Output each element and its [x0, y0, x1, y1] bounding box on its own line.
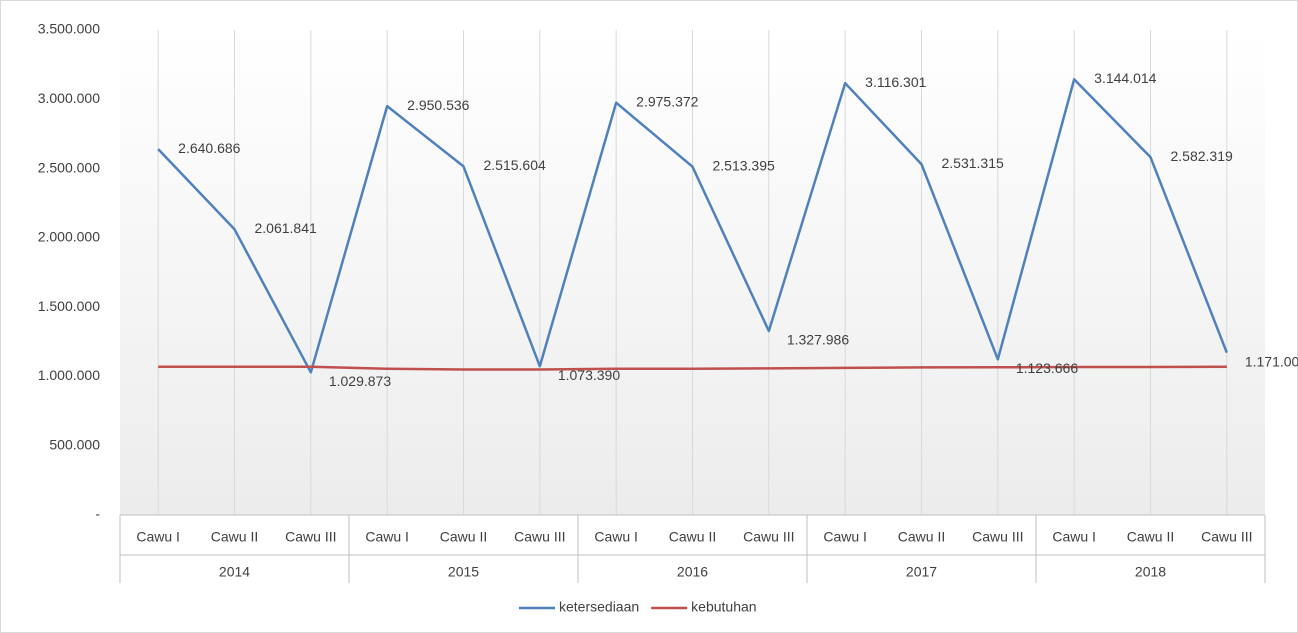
data-label: 2.640.686	[178, 140, 240, 156]
x-tick-label: Cawu II	[1127, 529, 1174, 545]
x-tick-label: Cawu I	[594, 529, 638, 545]
x-tick-label: Cawu II	[898, 529, 945, 545]
data-label: 2.582.319	[1171, 148, 1233, 164]
data-label: 2.061.841	[255, 220, 317, 236]
x-group-label: 2016	[677, 564, 708, 580]
data-label: 2.975.372	[636, 93, 698, 109]
data-label: 2.515.604	[484, 157, 546, 173]
y-tick-label: 2.500.000	[38, 159, 100, 175]
x-tick-label: Cawu II	[440, 529, 487, 545]
x-tick-label: Cawu I	[136, 529, 180, 545]
y-tick-label: 1.500.000	[38, 298, 100, 314]
data-label: 2.531.315	[942, 155, 1004, 171]
x-tick-label: Cawu I	[365, 529, 409, 545]
data-label: 3.144.014	[1094, 70, 1156, 86]
y-tick-label: 500.000	[49, 436, 100, 452]
x-group-label: 2014	[219, 564, 250, 580]
data-label: 1.029.873	[329, 373, 391, 389]
x-tick-label: Cawu III	[972, 529, 1023, 545]
x-tick-label: Cawu II	[211, 529, 258, 545]
x-tick-label: Cawu II	[669, 529, 716, 545]
data-label: 3.116.301	[865, 74, 926, 90]
line-series	[158, 365, 1227, 371]
data-label: 1.123.666	[1016, 360, 1078, 376]
data-label: 1.073.390	[558, 367, 620, 383]
legend-label: kebutuhan	[691, 599, 756, 615]
x-tick-label: Cawu I	[823, 529, 867, 545]
legend-label: ketersediaan	[559, 599, 639, 615]
y-tick-label: 3.500.000	[38, 21, 100, 37]
y-tick-label: 1.000.000	[38, 367, 100, 383]
data-label: 2.513.395	[713, 157, 775, 173]
line-series	[157, 78, 1228, 374]
data-label: 1.327.986	[787, 332, 849, 348]
y-tick-label: 3.000.000	[38, 90, 100, 106]
x-tick-label: Cawu III	[514, 529, 565, 545]
x-group-label: 2017	[906, 564, 937, 580]
x-tick-label: Cawu III	[1201, 529, 1252, 545]
y-tick-label: -	[95, 506, 100, 522]
x-tick-label: Cawu I	[1052, 529, 1096, 545]
data-label: 1.171.006	[1245, 353, 1298, 369]
data-label: 2.950.536	[407, 97, 469, 113]
x-tick-label: Cawu III	[743, 529, 794, 545]
x-tick-label: Cawu III	[285, 529, 336, 545]
x-group-label: 2015	[448, 564, 479, 580]
y-tick-label: 2.000.000	[38, 229, 100, 245]
x-group-label: 2018	[1135, 564, 1166, 580]
